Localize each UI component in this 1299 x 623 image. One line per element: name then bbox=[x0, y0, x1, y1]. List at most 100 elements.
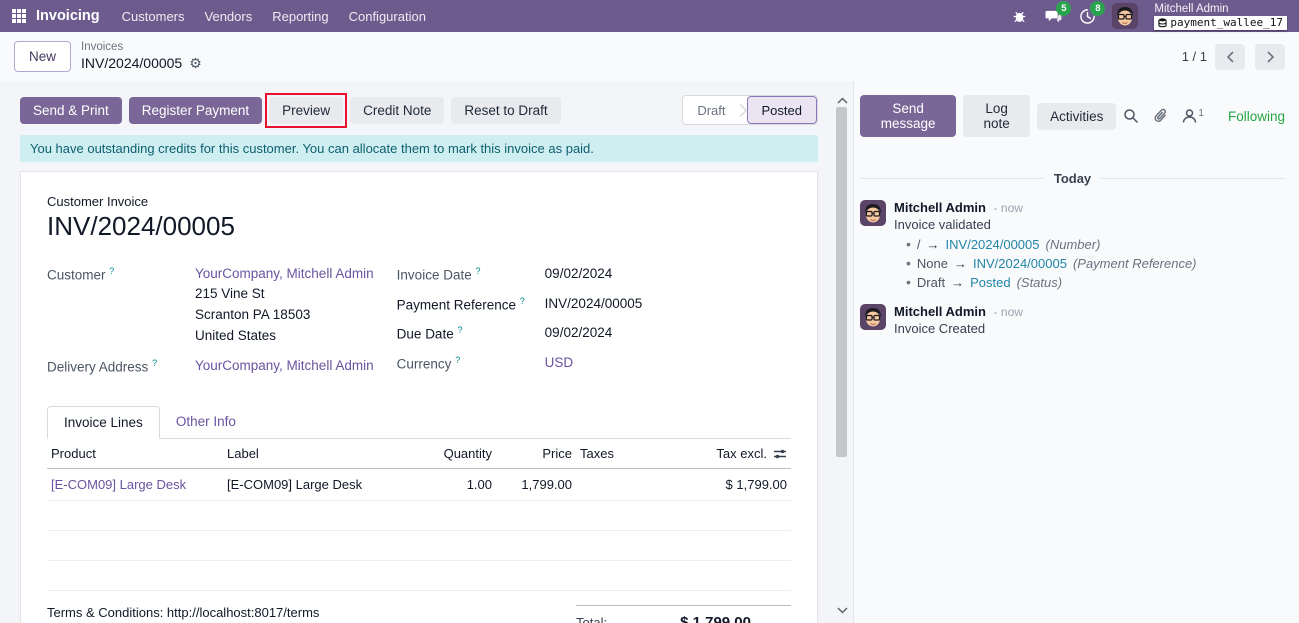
tracking-old: Draft bbox=[916, 274, 946, 290]
help-icon[interactable]: ? bbox=[457, 325, 463, 335]
gear-icon[interactable]: ⚙ bbox=[189, 54, 202, 71]
user-avatar[interactable] bbox=[1112, 3, 1139, 29]
help-icon[interactable]: ? bbox=[455, 354, 461, 365]
currency-field-label: Currency ? bbox=[396, 354, 461, 372]
arrow-right-icon: → bbox=[953, 255, 967, 271]
empty-line-row[interactable] bbox=[47, 561, 791, 591]
top-navbar: Invoicing Customers Vendors Reporting Co… bbox=[0, 0, 1299, 32]
terms-and-conditions[interactable]: Terms & Conditions: http://localhost:801… bbox=[47, 605, 320, 620]
due-date-value[interactable]: 09/02/2024 bbox=[544, 325, 613, 340]
help-icon[interactable]: ? bbox=[152, 357, 158, 368]
debug-bug-icon[interactable] bbox=[1010, 7, 1028, 25]
tracking-field: (Payment Reference) bbox=[1072, 255, 1197, 271]
breadcrumb-parent[interactable]: Invoices bbox=[81, 41, 124, 53]
line-quantity[interactable]: 1.00 bbox=[466, 477, 492, 492]
search-messages-icon[interactable] bbox=[1123, 108, 1139, 124]
message-author[interactable]: Mitchell Admin bbox=[894, 304, 986, 319]
line-product[interactable]: [E-COM09] Large Desk bbox=[51, 477, 187, 492]
following-toggle[interactable]: Following bbox=[1227, 108, 1285, 124]
messages-icon[interactable]: 5 bbox=[1044, 1, 1072, 25]
tab-invoice-lines[interactable]: Invoice Lines bbox=[47, 406, 160, 439]
form-view: Send & Print Register Payment Preview Cr… bbox=[0, 81, 831, 623]
new-button[interactable]: New bbox=[14, 41, 72, 72]
database-badge: payment_wallee_17 bbox=[1154, 15, 1287, 30]
action-buttons-row: Send & Print Register Payment Preview Cr… bbox=[20, 92, 818, 128]
scroll-down-icon[interactable] bbox=[834, 603, 850, 617]
pager-previous-button[interactable] bbox=[1215, 43, 1245, 70]
pager-next-button[interactable] bbox=[1255, 43, 1285, 70]
tracking-new[interactable]: INV/2024/00005 bbox=[972, 255, 1067, 271]
send-print-button[interactable]: Send & Print bbox=[20, 96, 122, 124]
app-name[interactable]: Invoicing bbox=[36, 8, 100, 24]
payment-reference-value[interactable]: INV/2024/00005 bbox=[544, 295, 643, 311]
activities-button[interactable]: Activities bbox=[1037, 102, 1117, 130]
column-quantity[interactable]: Quantity bbox=[443, 446, 492, 461]
message-time: - now bbox=[993, 305, 1023, 319]
followers-icon[interactable]: 1 bbox=[1182, 108, 1204, 124]
register-payment-button[interactable]: Register Payment bbox=[128, 96, 263, 124]
scrollbar-thumb[interactable] bbox=[836, 107, 847, 457]
status-posted[interactable]: Posted bbox=[746, 96, 817, 124]
line-label[interactable]: [E-COM09] Large Desk bbox=[227, 477, 363, 492]
column-taxes[interactable]: Taxes bbox=[580, 446, 614, 461]
menu-customers[interactable]: Customers bbox=[121, 8, 185, 24]
invoice-date-value[interactable]: 09/02/2024 bbox=[544, 266, 613, 281]
currency-value[interactable]: USD bbox=[544, 354, 574, 370]
tracking-old: / bbox=[916, 236, 921, 252]
bullet-icon: • bbox=[906, 274, 911, 290]
chevron-right-icon bbox=[1266, 50, 1274, 63]
date-divider: Today bbox=[860, 171, 1286, 186]
vertical-scrollbar[interactable] bbox=[831, 81, 853, 623]
credit-note-button[interactable]: Credit Note bbox=[350, 96, 445, 124]
status-draft[interactable]: Draft bbox=[697, 102, 726, 118]
user-name[interactable]: Mitchell Admin bbox=[1154, 2, 1229, 15]
message-author[interactable]: Mitchell Admin bbox=[894, 200, 986, 215]
tracking-value: • None → INV/2024/00005 (Payment Referen… bbox=[906, 255, 1285, 271]
delivery-address-value[interactable]: YourCompany, Mitchell Admin bbox=[195, 357, 374, 373]
help-icon[interactable]: ? bbox=[475, 266, 481, 276]
line-tax-excl: $ 1,799.00 bbox=[725, 477, 787, 492]
empty-line-row[interactable] bbox=[47, 501, 791, 531]
menu-reporting[interactable]: Reporting bbox=[272, 8, 329, 24]
empty-line-row[interactable] bbox=[47, 531, 791, 561]
message-avatar[interactable] bbox=[860, 304, 886, 330]
column-product[interactable]: Product bbox=[51, 446, 96, 461]
help-icon[interactable]: ? bbox=[109, 266, 115, 276]
database-name: payment_wallee_17 bbox=[1170, 15, 1283, 29]
invoice-sheet: Customer Invoice INV/2024/00005 Customer… bbox=[20, 171, 818, 623]
invoice-name: INV/2024/00005 bbox=[47, 211, 235, 241]
log-note-button[interactable]: Log note bbox=[963, 95, 1031, 137]
preview-button[interactable]: Preview bbox=[269, 96, 344, 124]
column-tax-excl[interactable]: Tax excl. bbox=[716, 446, 767, 461]
column-price[interactable]: Price bbox=[542, 446, 572, 461]
delivery-address-field-label: Delivery Address ? bbox=[47, 357, 158, 375]
column-label[interactable]: Label bbox=[227, 446, 259, 461]
total-label: Total: bbox=[576, 615, 608, 623]
totals-block: Total: $ 1,799.00 bbox=[576, 605, 791, 623]
apps-grid-icon[interactable] bbox=[12, 9, 26, 23]
tracking-new[interactable]: Posted bbox=[970, 274, 1011, 290]
chatter-message: Mitchell Admin - now Invoice Created bbox=[860, 304, 1285, 336]
notebook-tabs: Invoice Lines Other Info bbox=[47, 406, 791, 439]
customer-value[interactable]: YourCompany, Mitchell Admin bbox=[195, 266, 374, 281]
total-value: $ 1,799.00 bbox=[680, 614, 751, 623]
send-message-button[interactable]: Send message bbox=[860, 95, 957, 137]
help-icon[interactable]: ? bbox=[519, 295, 525, 306]
message-avatar[interactable] bbox=[860, 200, 886, 226]
optional-columns-icon[interactable] bbox=[773, 448, 787, 460]
due-date-field-label: Due Date ? bbox=[396, 325, 463, 342]
tab-other-info[interactable]: Other Info bbox=[175, 414, 236, 429]
activities-clock-icon[interactable]: 8 bbox=[1078, 1, 1106, 25]
menu-configuration[interactable]: Configuration bbox=[348, 8, 426, 24]
reset-to-draft-button[interactable]: Reset to Draft bbox=[451, 96, 561, 124]
document-type-label: Customer Invoice bbox=[47, 194, 149, 209]
tracking-value: • Draft → Posted (Status) bbox=[906, 274, 1285, 290]
attachments-paperclip-icon[interactable] bbox=[1153, 108, 1168, 124]
line-price[interactable]: 1,799.00 bbox=[521, 477, 572, 492]
tracking-new[interactable]: INV/2024/00005 bbox=[945, 236, 1040, 252]
invoice-line-row[interactable]: [E-COM09] Large Desk [E-COM09] Large Des… bbox=[47, 469, 791, 501]
scroll-up-icon[interactable] bbox=[834, 93, 850, 107]
message-body: Invoice validated bbox=[894, 217, 991, 232]
customer-field-label: Customer ? bbox=[47, 266, 115, 283]
menu-vendors[interactable]: Vendors bbox=[204, 8, 253, 24]
